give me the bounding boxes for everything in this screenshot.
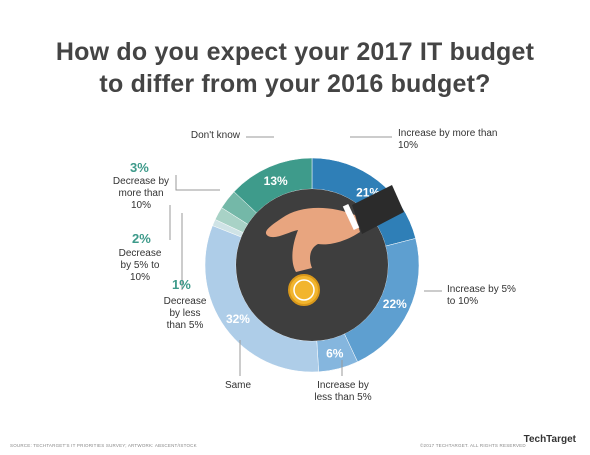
cuff bbox=[342, 203, 360, 231]
category-label: Decrease by more than 10% bbox=[112, 176, 170, 211]
title-line: How do you expect your 2017 IT budget bbox=[55, 38, 535, 66]
copyright: ©2017 TECHTARGET. ALL RIGHTS RESERVED bbox=[420, 443, 526, 448]
category-label: Same bbox=[224, 380, 252, 391]
category-label: Decrease by 5% to 10% bbox=[118, 248, 162, 283]
value-label: 6% bbox=[326, 347, 344, 361]
category-label: Decrease by less than 5% bbox=[163, 296, 207, 331]
category-label: Increase by more than 10% bbox=[398, 128, 498, 151]
category-label: Don't know bbox=[190, 130, 240, 141]
sleeve bbox=[352, 185, 404, 234]
category-label: Increase by 5% to 10% bbox=[447, 284, 516, 307]
source: SOURCE: TECHTARGET'S IT PRIORITIES SURVE… bbox=[10, 443, 197, 448]
category-label: Increase by less than 5% bbox=[314, 380, 372, 403]
value-label: 3% bbox=[130, 160, 149, 175]
hand bbox=[265, 207, 360, 272]
title-line: to differ from your 2016 budget? bbox=[99, 70, 491, 98]
brand: TechTarget bbox=[523, 434, 576, 445]
value-label: 22% bbox=[383, 297, 407, 311]
coin-inner bbox=[293, 279, 315, 301]
value-label: 32% bbox=[226, 312, 250, 326]
leader-line bbox=[175, 175, 220, 191]
value-label: 2% bbox=[132, 231, 151, 246]
value-label: 1% bbox=[172, 277, 191, 292]
value-label: 13% bbox=[264, 174, 288, 188]
